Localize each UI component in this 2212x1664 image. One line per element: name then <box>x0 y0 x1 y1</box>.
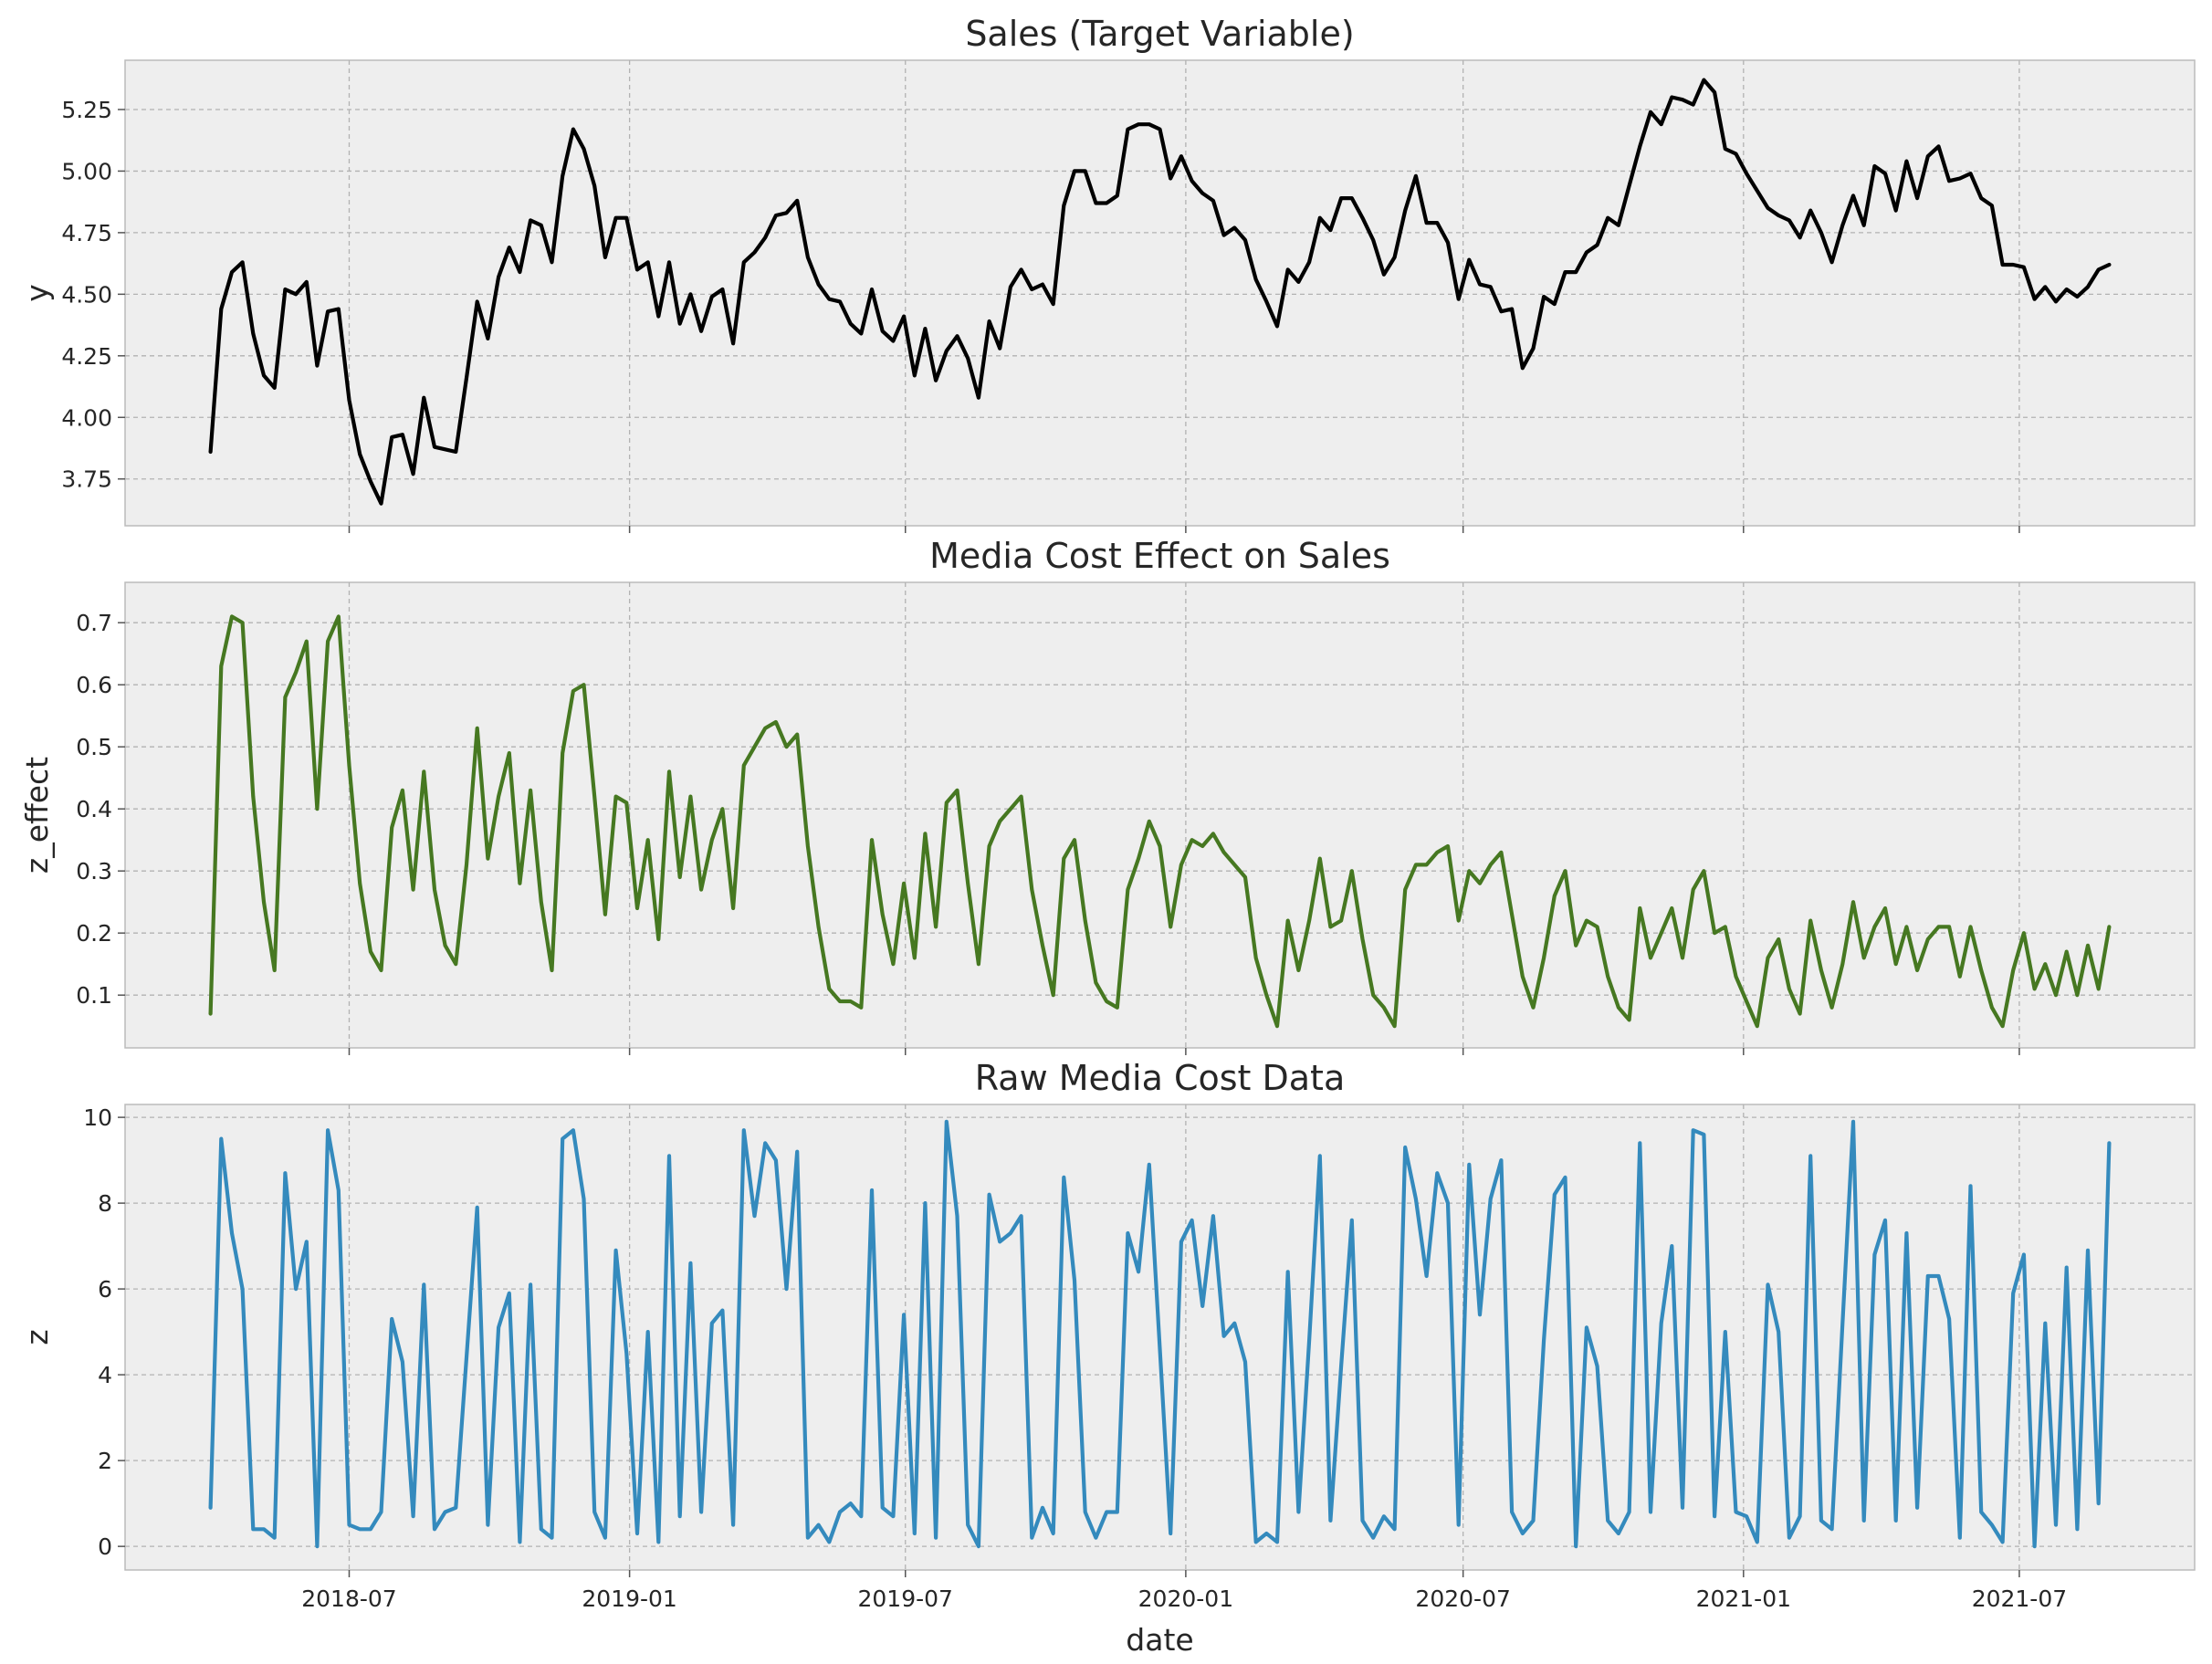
y-tick-label: 0.1 <box>76 982 112 1009</box>
y-tick-label: 0.5 <box>76 734 112 760</box>
y-axis-label: y <box>19 284 55 302</box>
x-axis-label: date <box>1126 1622 1193 1658</box>
media-effect-title: Media Cost Effect on Sales <box>929 536 1390 576</box>
y-tick-label: 0.3 <box>76 858 112 884</box>
y-tick-label: 4 <box>98 1362 112 1388</box>
y-axis-label: z_effect <box>19 757 55 874</box>
sales-panel: Sales (Target Variable) 3.75 4.00 4.25 4.50… <box>19 14 2196 533</box>
x-tick-label: 2020-07 <box>1415 1586 1510 1612</box>
y-tick-label: 3.75 <box>61 466 112 493</box>
media-effect-panel: Media Cost Effect on Sales 0.1 0.2 0.3 0.4 0… <box>19 536 2196 1055</box>
y-tick-label: 0.7 <box>76 610 112 636</box>
y-tick-label: 8 <box>98 1190 112 1217</box>
y-axis-label: z <box>19 1329 55 1345</box>
x-tick-label: 2021-01 <box>1696 1586 1791 1612</box>
y-tick-label: 0.6 <box>76 672 112 698</box>
series-line <box>208 1119 2112 1549</box>
x-tick-label: 2021-07 <box>1972 1586 2067 1612</box>
y-tick-label: 10 <box>83 1104 112 1131</box>
y-tick-label: 6 <box>98 1276 112 1303</box>
y-tick-label: 4.25 <box>61 343 112 370</box>
x-tick-label: 2019-07 <box>858 1586 953 1612</box>
y-tick-label: 4.50 <box>61 281 112 308</box>
x-tick-label: 2018-07 <box>301 1586 396 1612</box>
x-tick-label: 2019-01 <box>582 1586 676 1612</box>
y-tick-label: 4.00 <box>61 404 112 431</box>
y-tick-label: 0 <box>98 1533 112 1560</box>
plot-area <box>124 581 2196 1049</box>
y-tick-label: 5.00 <box>61 158 112 184</box>
y-tick-label: 0.4 <box>76 796 112 822</box>
y-tick-label: 0.2 <box>76 920 112 947</box>
y-tick-label: 4.75 <box>61 220 112 246</box>
y-tick-label: 2 <box>98 1448 112 1474</box>
series-line <box>208 78 2112 506</box>
raw-media-title: Raw Media Cost Data <box>975 1058 1346 1098</box>
y-tick-label: 5.25 <box>61 97 112 123</box>
series-line <box>208 614 2112 1029</box>
sales-title: Sales (Target Variable) <box>965 14 1354 54</box>
raw-media-panel: Raw Media Cost Data 0 2 4 6 8 10 2018-07 2019-0… <box>19 1058 2196 1658</box>
x-tick-label: 2020-01 <box>1138 1586 1233 1612</box>
